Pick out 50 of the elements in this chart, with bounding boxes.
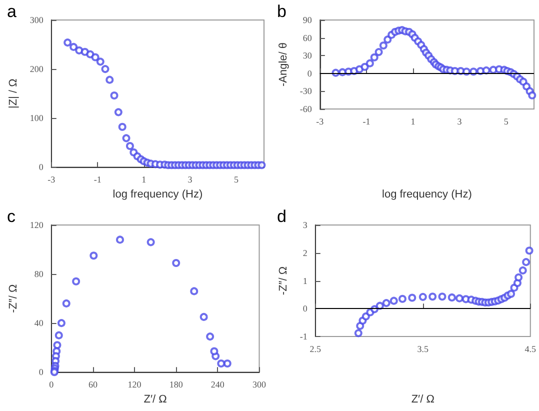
y-axis-title: -Z″/ Ω — [278, 266, 290, 296]
x-tick-label: 2.5 — [310, 344, 322, 354]
y-tick-label: -60 — [300, 104, 312, 114]
x-axis-title: Z′/ Ω — [144, 394, 167, 406]
x-axis-title: Z′/ Ω — [411, 394, 434, 406]
chart-title: a — [7, 2, 17, 21]
x-tick-label: 180 — [169, 380, 184, 390]
y-tick-label: 90 — [302, 15, 312, 25]
y-tick-label: 2 — [302, 248, 308, 258]
y-tick-label: 0 — [38, 367, 44, 378]
x-axis-title: log frequency (Hz) — [382, 188, 472, 200]
x-tick-label: 4.5 — [524, 344, 536, 354]
x-tick-label: 1 — [410, 116, 416, 126]
chart-title: d — [277, 207, 286, 226]
chart-title: b — [277, 2, 286, 21]
x-tick-label: 300 — [252, 380, 266, 390]
y-tick-label: -1 — [300, 332, 308, 342]
x-tick-label: -1 — [94, 174, 102, 185]
x-tick-label: -3 — [316, 116, 324, 126]
y-tick-label: 40 — [34, 318, 44, 328]
x-tick-label: 120 — [128, 380, 142, 390]
y-tick-label: 0 — [302, 304, 308, 314]
y-tick-label: 30 — [302, 50, 312, 61]
y-tick-label: 120 — [30, 220, 44, 230]
x-tick-label: 5 — [504, 116, 509, 126]
y-tick-label: 0 — [38, 162, 44, 172]
x-tick-label: 5 — [234, 174, 240, 185]
y-tick-label: 80 — [34, 269, 44, 280]
y-tick-label: -30 — [300, 86, 312, 96]
x-tick-label: 3 — [457, 116, 462, 126]
x-tick-label: -1 — [362, 116, 370, 126]
y-axis-title: |Z| / Ω — [8, 78, 20, 108]
x-tick-label: -3 — [48, 174, 56, 185]
y-tick-label: 200 — [30, 64, 44, 74]
y-tick-label: 0 — [307, 68, 312, 78]
y-tick-label: 300 — [30, 15, 44, 25]
y-tick-label: 60 — [302, 32, 312, 43]
x-tick-label: 3 — [188, 174, 193, 185]
y-tick-label: 3 — [302, 220, 308, 230]
y-axis-title: -Angle/ θ — [278, 42, 290, 87]
y-tick-label: 100 — [30, 113, 44, 124]
y-tick-label: 1 — [302, 276, 308, 286]
x-axis-title: log frequency (Hz) — [112, 188, 203, 200]
chart-title: c — [7, 207, 16, 226]
x-tick-label: 240 — [210, 380, 225, 390]
x-tick-label: 1 — [142, 174, 146, 185]
x-tick-label: 3.5 — [417, 344, 430, 354]
x-tick-label: 60 — [88, 380, 98, 390]
x-tick-label: 0 — [49, 380, 54, 390]
y-axis-title: -Z″/ Ω — [8, 284, 20, 313]
